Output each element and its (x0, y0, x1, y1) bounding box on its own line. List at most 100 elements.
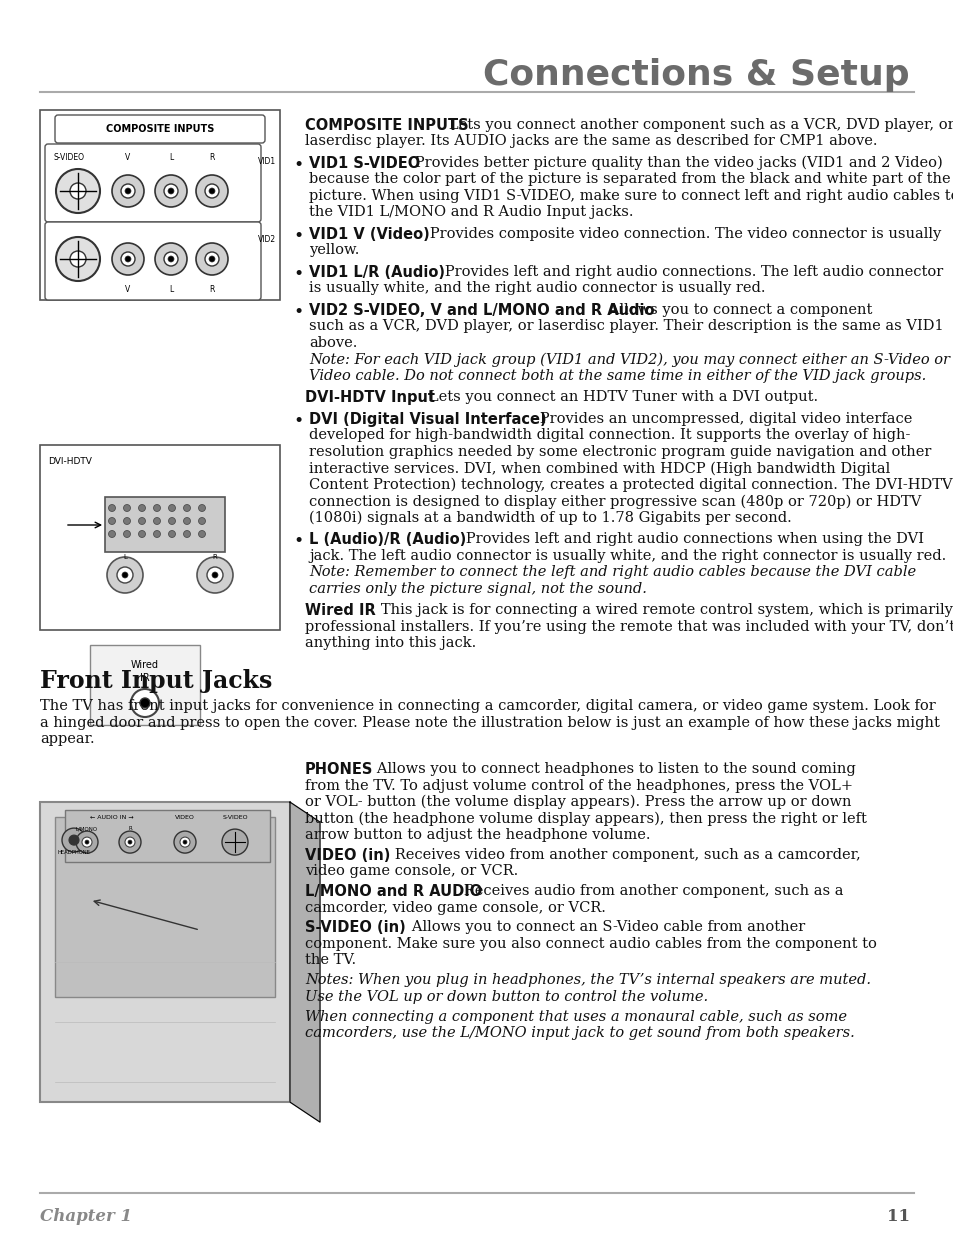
Text: Provides composite video connection. The video connector is usually: Provides composite video connection. The… (416, 227, 941, 241)
Text: Use the VOL up or down button to control the volume.: Use the VOL up or down button to control… (305, 989, 707, 1004)
Text: Note: For each VID jack group (VID1 and VID2), you may connect either an S-Video: Note: For each VID jack group (VID1 and … (309, 352, 949, 367)
Text: •: • (293, 156, 303, 174)
Circle shape (154, 243, 187, 275)
Bar (65, 810, 270, 862)
Circle shape (123, 505, 131, 511)
Text: Chapter 1: Chapter 1 (40, 1208, 132, 1225)
Text: jack. The left audio connector is usually white, and the right connector is usua: jack. The left audio connector is usuall… (309, 548, 945, 563)
Polygon shape (290, 802, 319, 1123)
Text: Provides left and right audio connections when using the DVI: Provides left and right audio connection… (452, 532, 923, 546)
Bar (40, 110, 280, 300)
Text: This jack is for connecting a wired remote control system, which is primarily fo: This jack is for connecting a wired remo… (367, 603, 953, 618)
Circle shape (180, 837, 190, 847)
Text: Lets you connect an HDTV Tuner with a DVI output.: Lets you connect an HDTV Tuner with a DV… (415, 390, 818, 404)
Text: connection is designed to display either progressive scan (480p or 720p) or HDTV: connection is designed to display either… (309, 494, 921, 509)
Text: PHONES: PHONES (305, 762, 373, 777)
Text: IR: IR (140, 673, 150, 683)
Text: When connecting a component that uses a monaural cable, such as some: When connecting a component that uses a … (305, 1009, 846, 1024)
Text: •: • (293, 303, 303, 321)
Text: COMPOSITE INPUTS: COMPOSITE INPUTS (305, 119, 468, 133)
Circle shape (82, 837, 91, 847)
Text: L: L (123, 555, 127, 559)
Circle shape (169, 531, 175, 537)
Text: carries only the picture signal, not the sound.: carries only the picture signal, not the… (309, 582, 646, 595)
Text: •: • (293, 532, 303, 550)
Text: L/MONO and R AUDIO: L/MONO and R AUDIO (305, 884, 482, 899)
Circle shape (168, 188, 173, 194)
Circle shape (121, 184, 135, 198)
Text: DVI (Digital Visual Interface): DVI (Digital Visual Interface) (309, 411, 546, 427)
FancyBboxPatch shape (45, 222, 261, 300)
Text: VID2: VID2 (257, 235, 275, 245)
Circle shape (164, 184, 178, 198)
Circle shape (70, 183, 86, 199)
Text: S-VIDEO: S-VIDEO (222, 815, 248, 820)
Circle shape (109, 505, 115, 511)
Text: because the color part of the picture is separated from the black and white part: because the color part of the picture is… (309, 173, 949, 186)
Text: V: V (125, 153, 131, 162)
Circle shape (56, 169, 100, 212)
Text: Front Input Jacks: Front Input Jacks (40, 669, 273, 693)
Circle shape (138, 531, 146, 537)
Text: L (Audio)/R (Audio): L (Audio)/R (Audio) (309, 532, 466, 547)
Text: Provides left and right audio connections. The left audio connector: Provides left and right audio connection… (431, 264, 943, 279)
Circle shape (209, 256, 214, 262)
Text: The TV has front input jacks for convenience in connecting a camcorder, digital : The TV has front input jacks for conveni… (40, 699, 935, 713)
Text: above.: above. (309, 336, 357, 350)
Text: ← AUDIO IN →: ← AUDIO IN → (91, 815, 133, 820)
Text: Provides better picture quality than the video jacks (VID1 and 2 Video): Provides better picture quality than the… (400, 156, 942, 170)
Circle shape (164, 252, 178, 266)
Text: Receives audio from another component, such as a: Receives audio from another component, s… (450, 884, 842, 898)
Text: interactive services. DVI, when combined with HDCP (High bandwidth Digital: interactive services. DVI, when combined… (309, 461, 889, 475)
Circle shape (198, 517, 205, 525)
Circle shape (117, 567, 132, 583)
Text: VID1 V (Video): VID1 V (Video) (309, 227, 429, 242)
Circle shape (198, 505, 205, 511)
Bar (90, 645, 200, 725)
Circle shape (169, 505, 175, 511)
Text: •: • (293, 227, 303, 245)
FancyBboxPatch shape (45, 144, 261, 222)
Text: VIDEO: VIDEO (175, 815, 194, 820)
Circle shape (195, 243, 228, 275)
Text: VID1 S-VIDEO: VID1 S-VIDEO (309, 156, 420, 170)
Circle shape (62, 829, 86, 852)
Text: such as a VCR, DVD player, or laserdisc player. Their description is the same as: such as a VCR, DVD player, or laserdisc … (309, 320, 943, 333)
Text: Content Protection) technology, creates a protected digital connection. The DVI-: Content Protection) technology, creates … (309, 478, 952, 492)
Bar (40, 802, 290, 1102)
Text: Allows you to connect a component: Allows you to connect a component (595, 303, 871, 317)
Circle shape (183, 840, 187, 844)
Text: L: L (169, 153, 172, 162)
Text: R: R (213, 555, 217, 559)
Circle shape (154, 175, 187, 207)
Circle shape (123, 531, 131, 537)
Text: is usually white, and the right audio connector is usually red.: is usually white, and the right audio co… (309, 282, 764, 295)
Circle shape (123, 517, 131, 525)
Text: Notes: When you plug in headphones, the TV’s internal speakers are muted.: Notes: When you plug in headphones, the … (305, 973, 870, 987)
Circle shape (138, 505, 146, 511)
Circle shape (198, 531, 205, 537)
Text: Video cable. Do not connect both at the same time in either of the VID jack grou: Video cable. Do not connect both at the … (309, 369, 925, 383)
Text: V: V (125, 285, 131, 294)
Text: •: • (293, 411, 303, 430)
Circle shape (195, 175, 228, 207)
Circle shape (122, 572, 128, 578)
Circle shape (128, 840, 132, 844)
Text: VID1 L/R (Audio): VID1 L/R (Audio) (309, 264, 444, 280)
Text: button (the headphone volume display appears), then press the right or left: button (the headphone volume display app… (305, 811, 866, 826)
Circle shape (153, 517, 160, 525)
Text: (1080i) signals at a bandwidth of up to 1.78 Gigabits per second.: (1080i) signals at a bandwidth of up to … (309, 511, 791, 525)
Text: •: • (293, 264, 303, 283)
Bar (105, 496, 225, 552)
Circle shape (183, 505, 191, 511)
Circle shape (107, 557, 143, 593)
Circle shape (173, 831, 195, 853)
Circle shape (138, 517, 146, 525)
Circle shape (69, 835, 79, 845)
Circle shape (140, 698, 150, 708)
Text: Allows you to connect an S-Video cable from another: Allows you to connect an S-Video cable f… (397, 920, 804, 935)
Text: Connections & Setup: Connections & Setup (483, 58, 909, 91)
Text: S-VIDEO: S-VIDEO (54, 153, 85, 162)
Bar (40, 445, 280, 630)
Circle shape (153, 505, 160, 511)
